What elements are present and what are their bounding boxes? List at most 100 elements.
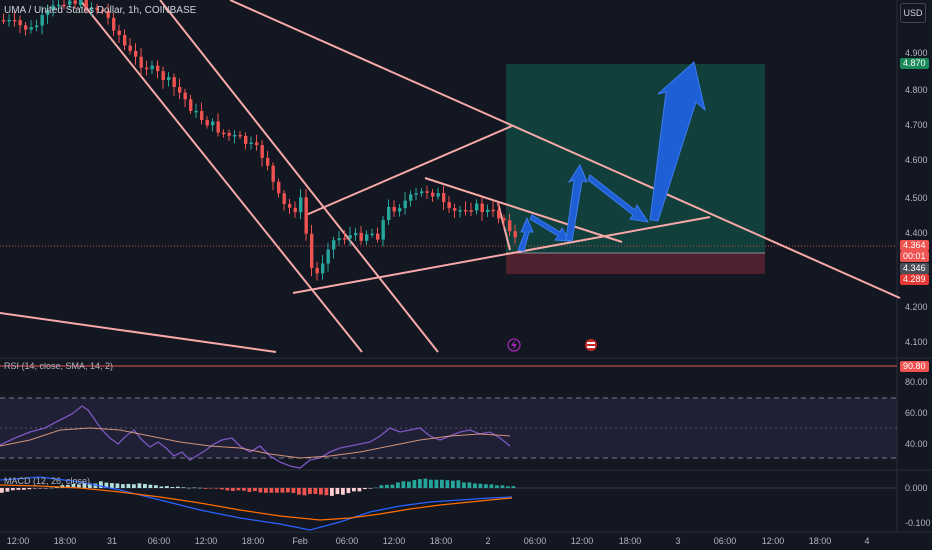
arrow-3 [565, 163, 588, 242]
time-label: 18:00 [241, 536, 265, 546]
candle-body [442, 193, 446, 203]
candle-body [409, 194, 413, 201]
rsi-axis-60: 60.00 [905, 408, 928, 418]
target-zone[interactable] [506, 64, 765, 253]
candle-body [464, 210, 468, 212]
rsi-axis-80: 80.00 [905, 377, 928, 387]
candle-body [150, 65, 154, 70]
candle-body [282, 193, 286, 205]
macd-histogram-bar [22, 488, 26, 490]
time-label: 12:00 [382, 536, 406, 546]
rsi-indicator-label[interactable]: RSI (14, close, SMA, 14, 2) [4, 361, 114, 371]
candle-body [222, 132, 226, 135]
candle-body [497, 210, 501, 219]
candle-body [326, 249, 330, 264]
trendlines[interactable] [0, 0, 901, 353]
candle-body [227, 132, 231, 136]
arrow-4 [587, 174, 650, 223]
macd-histogram-bar [110, 483, 114, 488]
macd-signal-line[interactable] [0, 484, 513, 521]
macd-histogram-bar [467, 482, 472, 488]
candle-body [7, 19, 11, 22]
stop-zone[interactable] [506, 253, 765, 274]
rsi-sma-line [0, 427, 511, 459]
price-label-4500: 4.500 [905, 193, 928, 203]
candle-body [321, 263, 325, 274]
macd-histogram-bar [302, 488, 307, 496]
macd-indicator-label[interactable]: MACD (12, 26, close) [4, 476, 91, 486]
time-label: 06:00 [523, 536, 547, 546]
macd-histogram-bar [214, 488, 219, 489]
triangle-lower [292, 216, 711, 294]
macd-histogram-bar [352, 488, 356, 492]
candle-body [29, 27, 33, 30]
macd-histogram-bar [401, 481, 406, 488]
candle-body [211, 121, 215, 126]
macd-histogram-bar [170, 486, 175, 488]
rsi-badge: 90.80 [900, 361, 929, 372]
candle-body [453, 208, 457, 211]
macd-histogram-bar [159, 486, 164, 488]
macd-histogram-bar [313, 488, 318, 495]
candle-body [255, 142, 259, 146]
candle-body [90, 7, 94, 10]
candle-body [112, 17, 116, 31]
price-label-4600: 4.600 [905, 155, 928, 165]
candle-body [414, 193, 418, 195]
macd-histogram-bar [489, 484, 494, 488]
macd-line[interactable] [0, 476, 513, 531]
candle-body [370, 233, 374, 236]
macd-histogram-bar [88, 483, 92, 488]
trendline-channel-lower [159, 0, 439, 353]
current-price-badge: 4.364 [900, 240, 929, 251]
candle-body [431, 192, 435, 197]
macd-histogram-bar [308, 488, 312, 494]
macd-histogram-bar [115, 483, 120, 488]
candle-body [469, 210, 473, 212]
macd-histogram-bar [126, 483, 131, 488]
candle-body [216, 121, 220, 133]
macd-histogram-bar [407, 481, 411, 488]
candle-body [84, 0, 88, 10]
candle-body [205, 119, 209, 126]
macd-histogram-bar [236, 488, 241, 491]
lightning-icon[interactable] [507, 338, 521, 352]
macd-histogram-bar [374, 487, 378, 489]
candle-body [271, 165, 275, 182]
time-label: 18:00 [53, 536, 77, 546]
projection-arrows[interactable] [517, 61, 706, 252]
macd-histogram-bar [319, 488, 323, 495]
candlestick-series[interactable] [2, 0, 517, 281]
trendline-bottom [0, 312, 277, 353]
candle-body [436, 193, 440, 197]
symbol-title[interactable]: UMA / United States Dollar, 1h, COINBASE [4, 5, 197, 16]
macd-histogram-bar [324, 488, 329, 496]
rsi-axis-40: 40.00 [905, 439, 928, 449]
macd-histogram-bar [511, 486, 516, 488]
macd-histogram-bar [5, 488, 10, 492]
candle-body [403, 200, 407, 209]
earnings-flag-icon[interactable] [585, 339, 597, 351]
candle-body [79, 0, 83, 6]
macd-histogram-bar [132, 484, 136, 488]
macd-histogram-bar [390, 484, 395, 488]
macd-histogram-bar [187, 487, 191, 489]
macd-histogram-bar [165, 486, 169, 488]
candle-body [134, 50, 138, 57]
macd-histogram-bar [341, 488, 345, 495]
candle-body [475, 203, 479, 211]
macd-histogram-bar [104, 482, 109, 488]
candle-body [161, 71, 165, 81]
macd-histogram-bar [495, 485, 499, 488]
candle-body [62, 4, 66, 7]
macd-histogram-bar [258, 488, 263, 493]
candle-body [101, 10, 105, 12]
macd-histogram-bar [385, 484, 389, 488]
macd-histogram[interactable] [0, 478, 516, 496]
macd-histogram-bar [49, 487, 54, 489]
macd-histogram-bar [275, 488, 279, 493]
countdown-badge: 00:01 [900, 251, 929, 262]
stop-price-badge: 4.289 [900, 274, 929, 285]
currency-button[interactable]: USD [900, 3, 926, 23]
